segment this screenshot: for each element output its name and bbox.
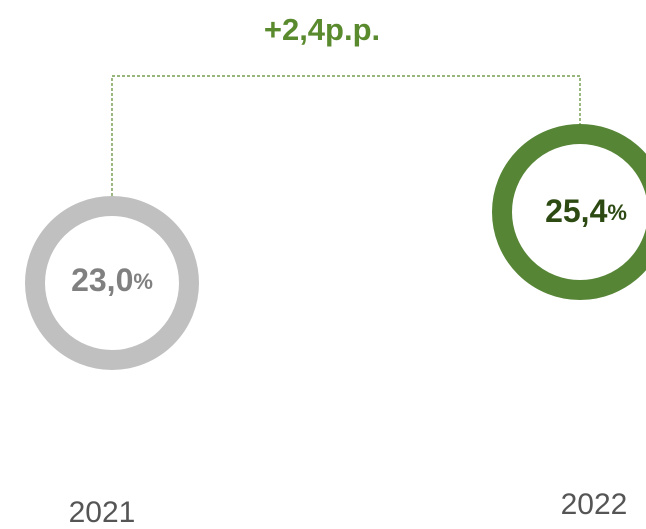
ring-2021 (25, 196, 199, 370)
value: 25,4 (545, 193, 607, 229)
delta-label: +2,4p.p. (264, 12, 380, 47)
value-2021: 23,0% (71, 262, 153, 298)
unit: % (133, 269, 153, 294)
ring-2022 (492, 124, 646, 300)
value: 23,0 (71, 262, 133, 298)
value-2022: 25,4% (545, 193, 627, 229)
unit: % (607, 200, 627, 225)
year-label: 2021 (69, 496, 136, 529)
bracket (111, 75, 581, 196)
year-label: 2022 (561, 488, 628, 521)
